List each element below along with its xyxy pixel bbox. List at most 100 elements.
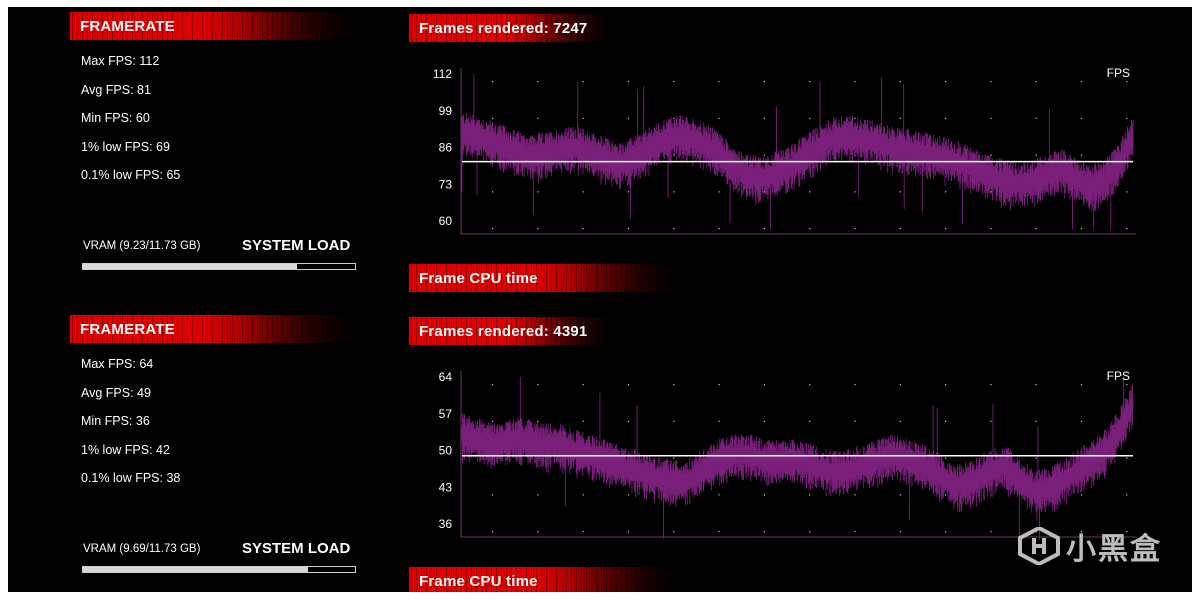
grid-dot <box>763 494 765 496</box>
grid-dot <box>673 457 675 459</box>
min-fps: Min FPS: 60 <box>81 111 150 125</box>
grid-dot <box>809 420 811 422</box>
vram-usage-fill <box>83 264 298 269</box>
grid-dot <box>899 228 901 230</box>
grid-dot <box>1126 81 1128 83</box>
grid-dot <box>492 191 494 193</box>
grid-dot <box>537 420 539 422</box>
grid-dot <box>990 531 992 533</box>
grid-dot <box>809 228 811 230</box>
grid-dot <box>854 191 856 193</box>
avg-fps: Avg FPS: 49 <box>81 385 151 400</box>
grid-dot <box>854 117 856 119</box>
grid-dot <box>582 494 584 496</box>
grid-dot <box>627 228 630 230</box>
grid-dot <box>809 81 811 83</box>
frames-rendered-header: Frames rendered: 4391 <box>409 317 609 345</box>
grid-dot <box>492 531 494 533</box>
grid-dot <box>718 420 720 422</box>
grid-dot <box>945 384 947 386</box>
grid-dot <box>945 531 947 533</box>
grid-dot <box>945 457 947 459</box>
grid-dot <box>492 228 494 230</box>
grid-dot <box>537 531 539 533</box>
grid-dot <box>718 191 720 193</box>
grid-dot <box>763 191 765 193</box>
grid-dot <box>899 531 901 533</box>
vram-usage-fill <box>83 567 308 572</box>
vram-usage-bar <box>82 566 356 573</box>
grid-dot <box>1035 117 1037 119</box>
min-fps: Min FPS: 36 <box>81 414 150 428</box>
grid-dot <box>1126 117 1128 119</box>
grid-dot <box>1080 81 1083 83</box>
grid-dot <box>763 420 765 422</box>
grid-dot <box>809 117 811 119</box>
fps-chart-svg: 64 57 50 43 36 <box>439 370 1136 540</box>
framerate-title: FRAMERATE <box>80 17 175 35</box>
frames-rendered-label: Frames rendered: 4391 <box>419 322 588 340</box>
grid-dot <box>673 384 675 386</box>
grid-dot <box>990 191 992 193</box>
grid-dot <box>673 81 675 83</box>
grid-dot <box>627 494 630 496</box>
grid-dot <box>854 531 856 533</box>
fps-chart-svg: 112 99 86 73 60 <box>433 67 1136 235</box>
grid-dot <box>809 384 811 386</box>
vram-label: VRAM (9.69/11.73 GB) <box>83 543 201 555</box>
benchmark-panel-2: FRAMERATE Max FPS: 64 Avg FPS: 49 Min FP… <box>8 310 1192 592</box>
heybox-logo-icon <box>1018 527 1060 565</box>
grid-dot <box>899 81 901 83</box>
grid-dot <box>1035 154 1037 156</box>
grid-dot <box>1080 531 1083 533</box>
grid-dot <box>492 494 494 496</box>
grid-dot <box>809 494 811 496</box>
grid-dot <box>945 420 947 422</box>
grid-dot <box>945 494 947 496</box>
grid-dot <box>492 81 494 83</box>
grid-dot <box>1035 457 1037 459</box>
grid-dot <box>990 81 992 83</box>
grid-dot <box>990 228 992 230</box>
vram-label: VRAM (9.23/11.73 GB) <box>83 240 201 252</box>
grid-dot <box>945 117 947 119</box>
grid-dot <box>627 117 630 119</box>
frames-rendered-label: Frames rendered: 7247 <box>419 19 588 37</box>
grid-dot <box>582 81 584 83</box>
grid-dot <box>990 384 992 386</box>
grid-dot <box>1126 228 1128 230</box>
grid-dot <box>1126 531 1128 533</box>
framerate-header: FRAMERATE <box>70 12 350 40</box>
grid-dot <box>537 494 539 496</box>
grid-dot <box>1080 494 1083 496</box>
grid-dot <box>673 420 675 422</box>
grid-dot <box>1035 420 1037 422</box>
fps-chart: 112 99 86 73 60 FPS <box>409 62 1139 247</box>
grid-dot <box>1080 154 1083 156</box>
y-tick-label: 57 <box>439 407 453 421</box>
grid-dot <box>718 531 720 533</box>
watermark-text: 小黑盒 <box>1066 533 1162 566</box>
grid-dot <box>582 531 584 533</box>
grid-dot <box>537 191 539 193</box>
grid-dot <box>627 81 630 83</box>
fps-series-trace <box>461 74 1134 230</box>
frame-cpu-header: Frame CPU time <box>409 264 674 292</box>
grid-dot <box>1126 191 1128 193</box>
grid-dot <box>1080 228 1083 230</box>
grid-dot <box>854 494 856 496</box>
grid-dot <box>763 531 765 533</box>
max-fps: Max FPS: 64 <box>81 357 154 371</box>
grid-dot <box>627 191 630 193</box>
one-percent-low-fps: 1% low FPS: 69 <box>81 139 170 154</box>
grid-dot <box>582 228 584 230</box>
grid-dot <box>763 228 765 230</box>
grid-dot <box>763 81 765 83</box>
grid-dot <box>1035 81 1037 83</box>
grid-dot <box>582 191 584 193</box>
framerate-header: FRAMERATE <box>70 315 350 343</box>
grid-dot <box>854 420 856 422</box>
point-one-percent-low-fps: 0.1% low FPS: 65 <box>81 168 181 182</box>
grid-dot <box>673 117 675 119</box>
grid-dot <box>763 117 765 119</box>
